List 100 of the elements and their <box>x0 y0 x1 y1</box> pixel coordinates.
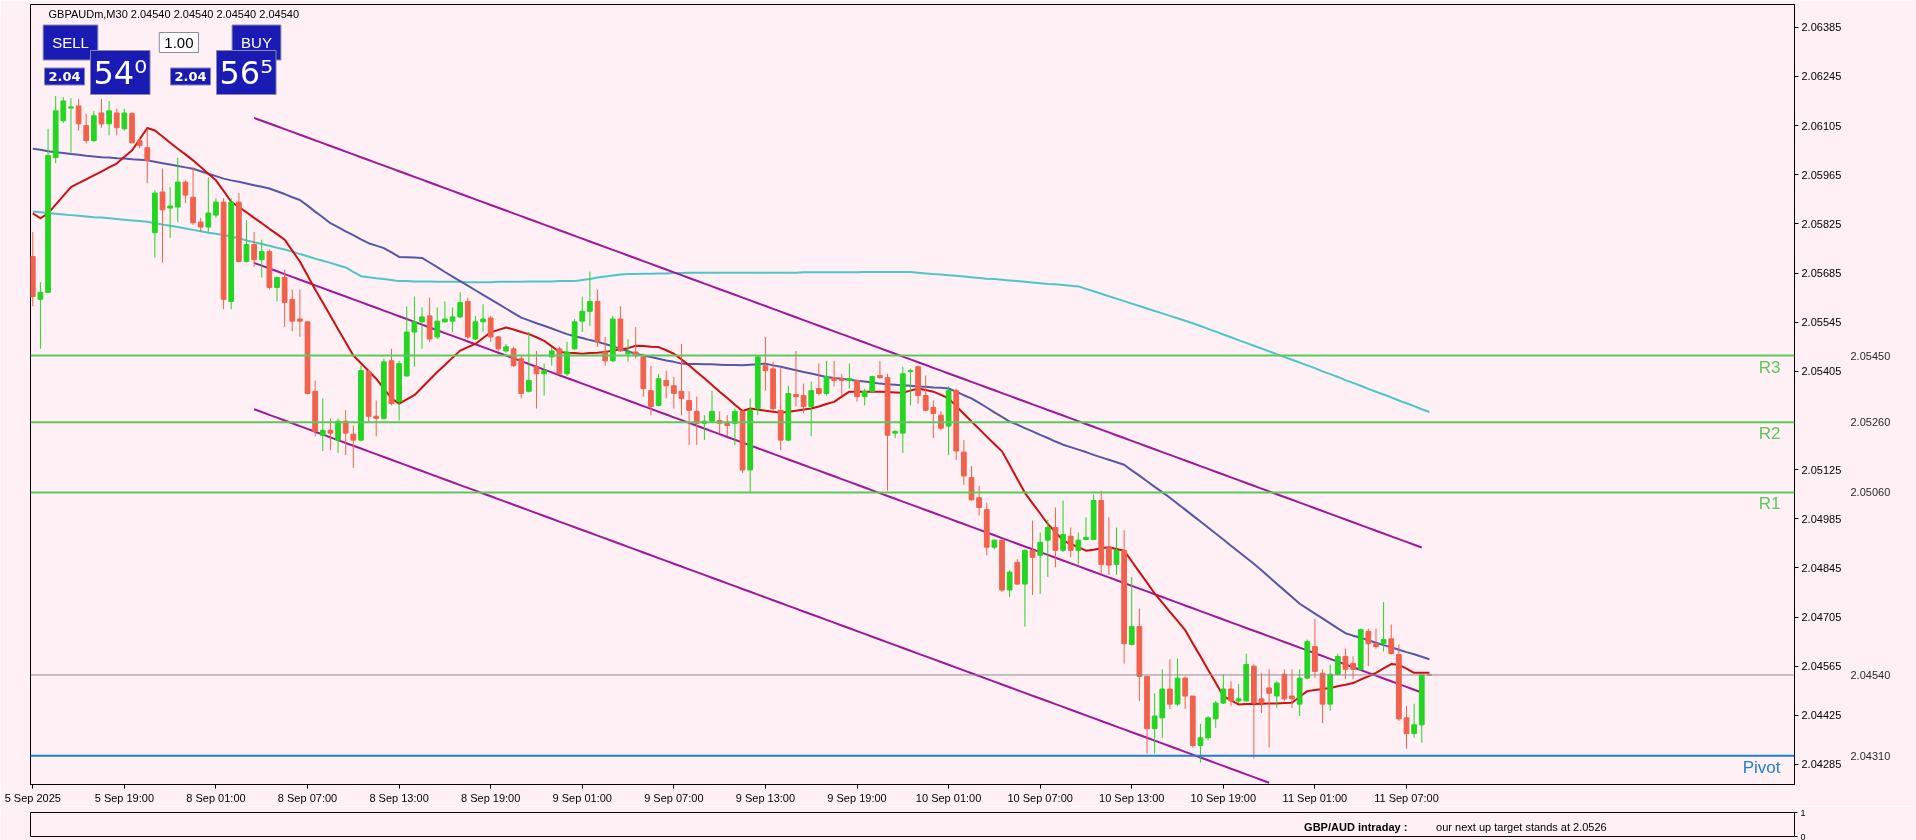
candlestick <box>37 281 44 350</box>
x-tick-label: 10 Sep 07:00 <box>1007 791 1073 804</box>
candlestick <box>434 306 441 340</box>
candlestick <box>808 381 815 437</box>
candlestick <box>449 306 456 333</box>
candlestick <box>297 289 303 338</box>
candlestick <box>564 341 570 377</box>
x-tick-label: 9 Sep 19:00 <box>827 791 887 804</box>
chart-title: GBPAUDm,M30 2.04540 2.04540 2.04540 2.04540 <box>48 7 300 20</box>
candlestick <box>426 297 433 343</box>
candlestick <box>1075 531 1082 565</box>
candlestick <box>1365 628 1372 667</box>
y-tick-label: 2.06105 <box>1801 119 1842 132</box>
text: GBP/AUD intraday : <box>1304 821 1408 834</box>
candlestick <box>472 315 479 341</box>
candlestick <box>693 396 700 446</box>
candlestick <box>1212 700 1219 729</box>
y-tick-label: 2.06385 <box>1801 21 1842 34</box>
candlestick <box>1106 516 1112 576</box>
candlestick <box>68 97 74 154</box>
candlestick <box>1037 531 1044 595</box>
y-tick-label: 2.04705 <box>1801 611 1842 624</box>
annotation: 2.04 <box>174 69 207 84</box>
candlestick <box>205 176 212 233</box>
candlestick <box>98 98 105 129</box>
line-series <box>31 210 1431 414</box>
annotation: BUY <box>241 34 272 51</box>
candlestick <box>579 296 586 333</box>
candlestick <box>533 350 540 410</box>
text: 2.04310 <box>1850 749 1891 762</box>
candlestick <box>1388 623 1395 656</box>
y-tick-label: 2.05125 <box>1801 463 1842 476</box>
candlestick <box>815 363 822 397</box>
candlestick <box>319 397 326 452</box>
candlestick <box>373 399 380 437</box>
text: 0 <box>1800 831 1806 840</box>
x-tick-label: 10 Sep 01:00 <box>915 791 982 804</box>
text: 1 <box>1800 807 1806 818</box>
candlestick <box>907 368 914 406</box>
x-tick-label: 9 Sep 01:00 <box>552 791 612 804</box>
candlestick <box>1029 520 1036 596</box>
candlestick <box>327 417 334 451</box>
candlestick <box>1411 703 1417 739</box>
x-tick-label: 11 Sep 07:00 <box>1374 791 1439 804</box>
candlestick <box>83 113 90 145</box>
y-tick-label: 2.05825 <box>1801 217 1842 230</box>
candlestick <box>877 360 883 380</box>
x-tick-label: 8 Sep 19:00 <box>461 791 521 804</box>
candlestick <box>442 300 448 324</box>
x-tick-label: 11 Sep 01:00 <box>1282 791 1348 804</box>
candlestick <box>480 303 486 333</box>
candlestick <box>258 239 265 279</box>
candlestick <box>1067 527 1074 558</box>
candlestick <box>1342 648 1349 680</box>
candlestick <box>159 167 166 264</box>
candlestick <box>121 108 128 132</box>
line-series <box>253 408 1271 784</box>
ref-line-label: Pivot <box>1742 757 1781 777</box>
candlestick <box>1052 507 1059 568</box>
line-series <box>253 116 1423 549</box>
y-tick-label: 2.05965 <box>1801 168 1842 181</box>
candlestick <box>1014 558 1021 586</box>
candlestick <box>350 424 357 469</box>
candlestick <box>113 108 120 136</box>
candlestick <box>525 331 532 393</box>
candlestick <box>419 306 425 350</box>
y-tick-label: 2.04985 <box>1801 512 1842 525</box>
candlestick <box>1182 675 1189 710</box>
annotation: SELL <box>52 34 89 51</box>
candlestick <box>1380 601 1387 652</box>
ref-line-label: R1 <box>1758 494 1781 514</box>
x-tick-label: 8 Sep 01:00 <box>186 791 246 804</box>
candlestick <box>823 360 830 397</box>
candlestick <box>709 390 715 423</box>
candlestick <box>1350 655 1356 680</box>
y-tick-label: 2.04565 <box>1801 660 1842 673</box>
x-tick-label: 8 Sep 13:00 <box>369 791 429 804</box>
x-tick-label: 10 Sep 13:00 <box>1099 791 1165 804</box>
text: our next up target stands at 2.0526 <box>1436 821 1607 834</box>
candlestick <box>1220 673 1227 705</box>
x-tick-label: 5 Sep 2025 <box>4 791 61 804</box>
annotation: 56⁵ <box>219 53 274 92</box>
annotation: 54⁰ <box>93 53 148 92</box>
candlestick <box>1205 715 1211 742</box>
y-tick-label: 2.04425 <box>1801 709 1842 722</box>
candlestick <box>182 179 189 204</box>
candlestick <box>686 390 692 446</box>
x-tick-label: 8 Sep 07:00 <box>277 791 338 804</box>
candlestick <box>648 365 654 416</box>
candlestick <box>167 186 174 239</box>
annotation: 2.04 <box>48 69 81 84</box>
text: 2.05450 <box>1850 349 1891 362</box>
candlestick <box>457 291 464 319</box>
candlestick <box>243 219 250 264</box>
candlestick <box>1060 500 1066 553</box>
candlestick <box>800 383 807 414</box>
candlestick <box>1128 576 1135 646</box>
y-tick-label: 2.05685 <box>1801 267 1842 280</box>
candlestick <box>1197 723 1204 764</box>
candlestick <box>625 338 631 363</box>
